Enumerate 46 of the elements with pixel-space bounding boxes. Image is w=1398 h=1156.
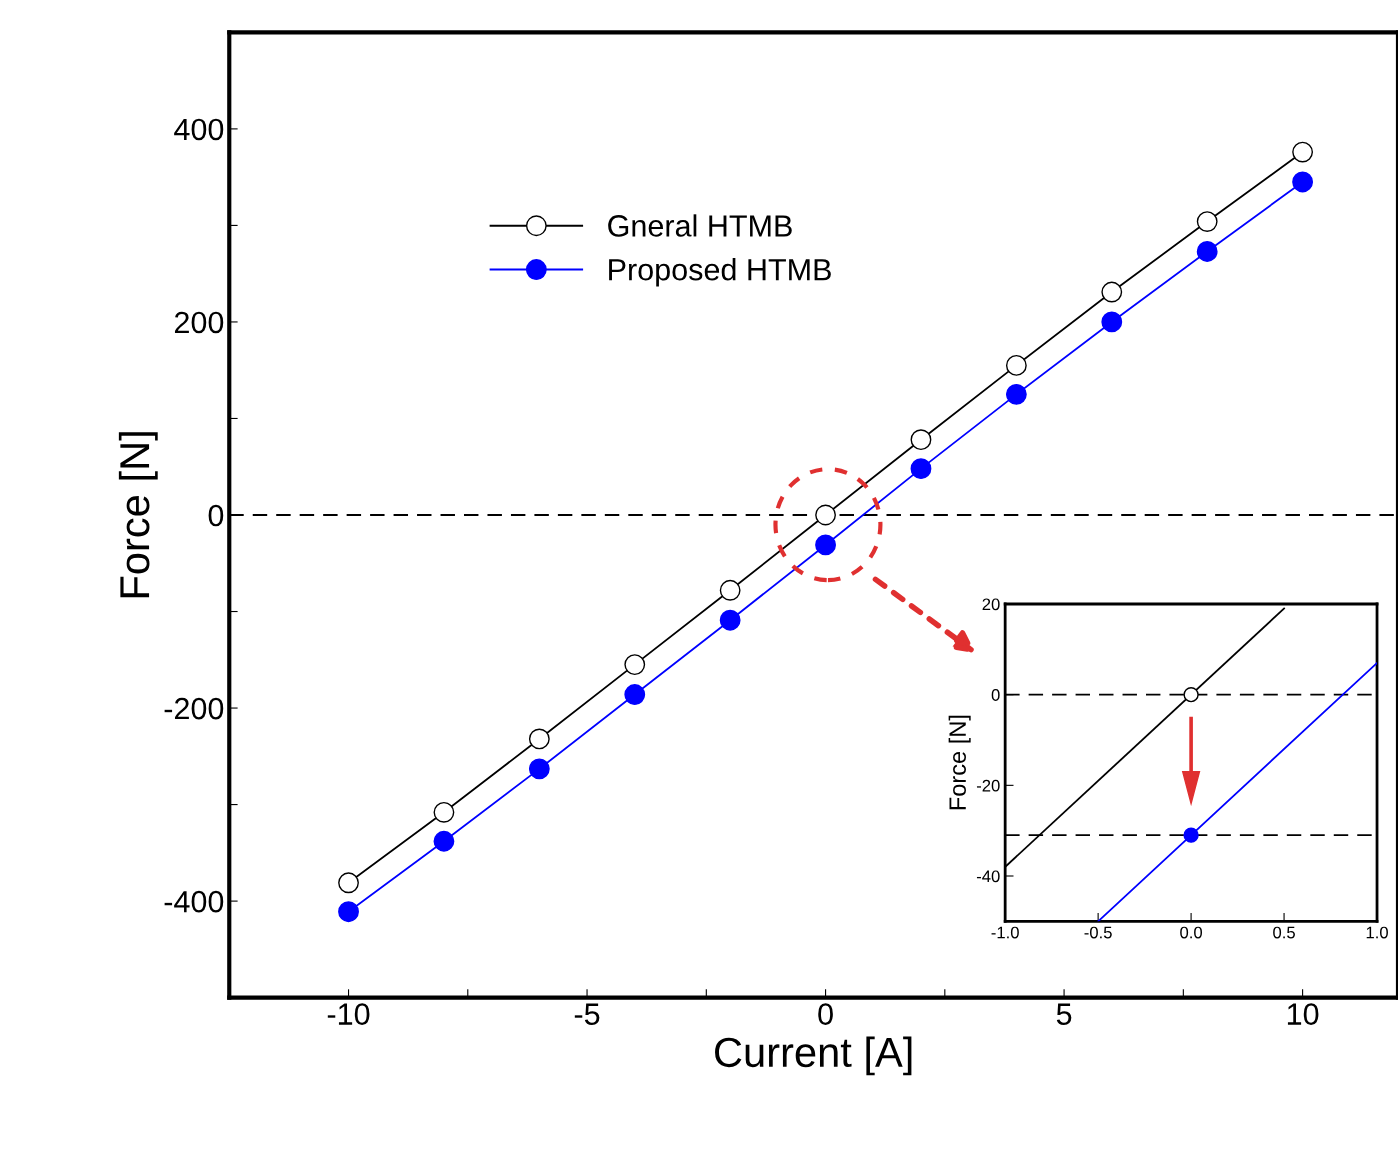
x-tick-label: 0	[818, 1003, 833, 1025]
x-tick-label: -0.5	[1084, 926, 1112, 939]
point	[910, 458, 932, 480]
point	[528, 728, 550, 750]
x-tick-label: 0.5	[1273, 926, 1295, 939]
y-tick-label: -20	[976, 779, 1000, 792]
point	[1196, 241, 1218, 262]
x-tick-label: 10	[1287, 1003, 1319, 1025]
point	[624, 684, 646, 705]
y-axis-title: Force [N]	[948, 715, 971, 810]
point	[624, 654, 646, 676]
y-tick-label: 200	[174, 311, 224, 334]
point	[1101, 281, 1123, 303]
y-tick-label: 400	[174, 118, 224, 141]
point	[910, 429, 932, 451]
point	[815, 534, 836, 556]
point	[719, 579, 741, 601]
point	[719, 609, 741, 631]
point	[815, 504, 836, 526]
x-tick-label: -1.0	[991, 926, 1019, 939]
point	[528, 758, 550, 780]
x-tick-label: -5	[574, 1003, 600, 1025]
point	[338, 901, 359, 923]
y-tick-label: -40	[976, 870, 1000, 883]
x-tick-label: 5	[1056, 1003, 1072, 1025]
x-tick-label: -10	[327, 1003, 370, 1025]
point	[1196, 211, 1218, 232]
point	[433, 801, 455, 823]
point	[1005, 383, 1027, 405]
y-tick-label: -400	[164, 890, 224, 913]
y-tick-label: 0	[208, 504, 224, 527]
legend-label: Proposed HTMB	[609, 258, 831, 287]
legend-label: Gneral HTMB	[608, 214, 792, 237]
x-tick-label: 1.0	[1366, 926, 1388, 939]
point	[1101, 311, 1123, 333]
y-axis-title: Force [N]	[118, 432, 158, 598]
point	[1292, 171, 1314, 193]
point	[433, 830, 455, 852]
point	[1005, 354, 1027, 376]
point	[338, 872, 359, 894]
y-tick-label: 20	[982, 598, 1000, 611]
x-tick-label: 0.0	[1180, 926, 1203, 939]
x-axis-title: Current [A]	[715, 1036, 912, 1076]
y-tick-label: -200	[164, 697, 224, 720]
point	[1292, 141, 1314, 163]
y-tick-label: 0	[991, 689, 1000, 701]
